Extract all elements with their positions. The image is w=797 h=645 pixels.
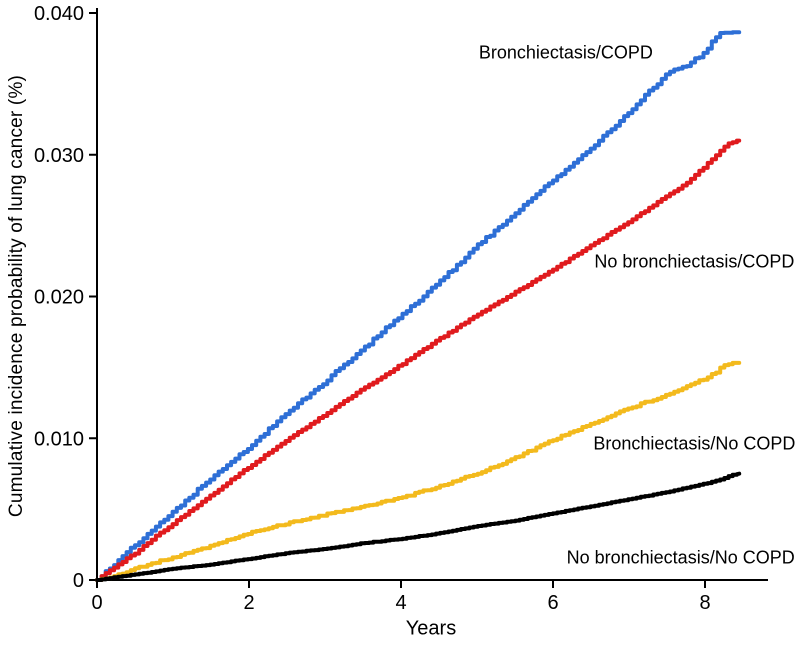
x-tick-label: 2 — [243, 592, 254, 614]
x-tick-label: 4 — [395, 592, 406, 614]
x-tick-label: 6 — [547, 592, 558, 614]
x-axis-title: Years — [405, 617, 457, 640]
series-line-bronchiectasis-copd — [95, 30, 742, 582]
y-tick-label: 0.040 — [34, 3, 84, 25]
y-axis-title: Cumulative incidence probability of lung… — [6, 74, 27, 518]
y-tick-label: 0.030 — [34, 145, 84, 167]
series-line-no-bronchiectasis-copd — [95, 138, 742, 582]
series-label-no-bronchiectasis-copd: No bronchiectasis/COPD — [594, 251, 795, 272]
x-tick-label: 0 — [91, 592, 102, 614]
series-label-bronchiectasis-no-copd: Bronchiectasis/No COPD — [593, 433, 796, 454]
x-tick-label: 8 — [699, 592, 710, 614]
y-tick-label: 0.010 — [34, 428, 84, 450]
series-label-no-bronchiectasis-no-copd: No bronchiectasis/No COPD — [566, 547, 795, 568]
y-tick-label: 0 — [73, 570, 84, 592]
y-tick-label: 0.020 — [34, 287, 84, 309]
series-line-bronchiectasis-no-copd — [95, 360, 742, 582]
series-line-no-bronchiectasis-no-copd — [95, 471, 742, 582]
series-label-bronchiectasis-copd: Bronchiectasis/COPD — [478, 42, 653, 63]
